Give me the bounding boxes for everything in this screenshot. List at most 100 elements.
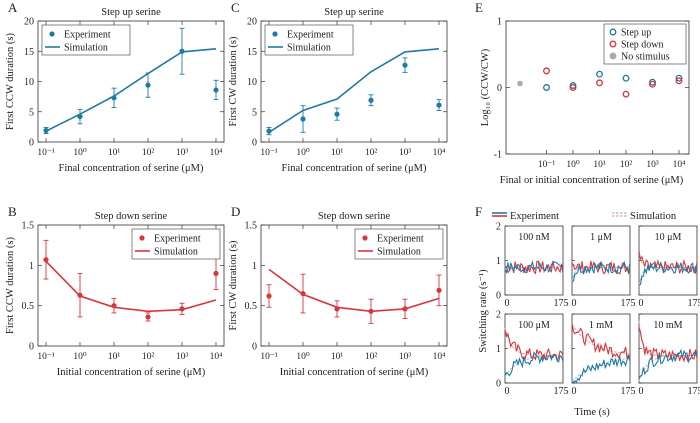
step-down-point bbox=[569, 84, 577, 91]
x-tick-label: 10⁰ bbox=[296, 148, 310, 158]
legend-label: Step up bbox=[621, 28, 651, 39]
y-tick-label: 0 bbox=[496, 379, 501, 390]
y-tick-label: 10 bbox=[247, 77, 257, 88]
legend-marker bbox=[609, 52, 617, 60]
x-tick-label: 10² bbox=[365, 352, 378, 362]
switching-subplot: 100 μM 0 1 2 0 175 bbox=[496, 310, 569, 398]
legend-marker-experiment bbox=[362, 235, 368, 241]
y-tick-label: 1.5 bbox=[245, 221, 258, 232]
subplot-label: 1 μM bbox=[590, 232, 612, 243]
legend-box bbox=[264, 24, 354, 56]
y-tick-label: 20 bbox=[247, 17, 257, 28]
y-tick-label: 1 bbox=[496, 256, 501, 267]
experiment-point bbox=[266, 128, 272, 134]
experiment-line-blue bbox=[638, 348, 698, 379]
x-tick-label: 175 bbox=[621, 298, 636, 309]
y-tick-label: 15 bbox=[247, 47, 257, 58]
experiment-line-red bbox=[638, 326, 698, 364]
x-tick-label: 10³ bbox=[176, 148, 189, 158]
panel-letter: F bbox=[475, 204, 482, 219]
no-stimulus-point bbox=[517, 80, 523, 87]
x-tick-label: 10² bbox=[365, 148, 378, 158]
y-tick-label: 0 bbox=[252, 138, 257, 149]
switching-subplot: 1 μM 0 175 bbox=[572, 225, 636, 309]
x-tick-label: 10⁴ bbox=[433, 352, 447, 362]
x-tick-label: 0 bbox=[639, 386, 644, 397]
x-tick-label: 10⁻¹ bbox=[538, 160, 556, 170]
x-tick-label: 10¹ bbox=[593, 160, 606, 170]
experiment-point bbox=[179, 306, 185, 312]
y-tick-label: 0.5 bbox=[245, 301, 258, 312]
x-tick-label: 175 bbox=[554, 386, 569, 397]
experiment-line-blue bbox=[504, 351, 564, 377]
experiment-point bbox=[179, 48, 185, 54]
simulation-line bbox=[45, 48, 217, 132]
panel-B-axes bbox=[37, 224, 225, 347]
experiment-point bbox=[145, 314, 151, 320]
y-tick-label: 1 bbox=[496, 344, 501, 355]
legend-label-experiment: Experiment bbox=[64, 30, 111, 41]
experiment-point bbox=[334, 306, 340, 312]
x-tick-label: 0 bbox=[505, 386, 510, 397]
step-down-point bbox=[622, 90, 630, 98]
legend-label-experiment: Experiment bbox=[377, 234, 424, 245]
panel-B: B Step down serine 0 0.5 1 1.5 10⁻¹ 10⁰ 10¹ 10² 10… bbox=[5, 204, 225, 378]
x-tick-label: 10⁴ bbox=[673, 160, 687, 170]
x-tick-label: 10⁰ bbox=[73, 352, 87, 362]
legend-label-simulation: Simulation bbox=[630, 211, 677, 222]
legend-marker-experiment bbox=[139, 235, 145, 241]
panel-letter: E bbox=[475, 0, 483, 15]
panel-letter: A bbox=[8, 0, 18, 15]
x-tick-label: 10³ bbox=[646, 160, 659, 170]
switching-subplot: 1 mM 0 175 bbox=[571, 313, 636, 397]
legend-label-simulation: Simulation bbox=[64, 43, 108, 54]
y-tick-label: 1 bbox=[252, 261, 257, 272]
experiment-point bbox=[402, 306, 408, 312]
simulation-line bbox=[45, 260, 217, 313]
legend-box bbox=[603, 23, 687, 65]
legend-marker-experiment bbox=[49, 31, 55, 37]
y-tick-label: 1.5 bbox=[22, 221, 35, 232]
x-tick-label: 10⁴ bbox=[210, 148, 224, 158]
experiment-point bbox=[43, 257, 49, 263]
x-tick-label: 10⁻¹ bbox=[37, 148, 55, 158]
subplot-label: 10 μM bbox=[655, 232, 682, 243]
x-tick-label: 0 bbox=[505, 298, 510, 309]
simulation-line-blue bbox=[504, 355, 563, 377]
legend-label: No stimulus bbox=[621, 52, 670, 63]
experiment-point bbox=[334, 111, 340, 117]
step-down-point bbox=[543, 67, 550, 75]
x-tick-label: 0 bbox=[572, 298, 577, 309]
x-tick-label: 10⁰ bbox=[296, 352, 310, 362]
x-tick-label: 10⁰ bbox=[566, 160, 580, 170]
experiment-point bbox=[77, 113, 83, 120]
simulation-line bbox=[268, 48, 440, 133]
subplot-label: 100 nM bbox=[518, 232, 550, 243]
legend-box bbox=[41, 24, 131, 56]
y-tick-label: 0 bbox=[496, 291, 501, 302]
panel-A: A Step up serine 0 5 10 15 20 10⁻¹ 10⁰ 10¹ 10² 10³ 1… bbox=[5, 0, 225, 174]
experiment-point bbox=[266, 293, 272, 299]
panel-title: Step up serine bbox=[101, 7, 161, 18]
x-tick-label: 10⁻¹ bbox=[260, 352, 278, 362]
x-axis-label: Initial concentration of serine (μM) bbox=[57, 367, 206, 378]
simulation-line-blue bbox=[571, 357, 631, 382]
x-tick-label: 0 bbox=[639, 298, 644, 309]
legend-label-simulation: Simulation bbox=[287, 43, 331, 54]
y-tick-label: 0 bbox=[29, 138, 34, 149]
legend-label-experiment: Experiment bbox=[154, 234, 201, 245]
subplot-label: 100 μM bbox=[518, 320, 550, 331]
y-tick-label: 10 bbox=[24, 77, 34, 88]
y-axis-label: First CW duration (s) bbox=[228, 240, 239, 330]
y-tick-label: 2 bbox=[496, 310, 501, 321]
panel-E: E -1 0 1 10⁻¹ 10⁰ 10¹ 10² 10³ 10⁴ Final or initial… bbox=[475, 0, 690, 186]
panel-F: F Experiment Simulation Time (s) Switching r… bbox=[475, 204, 700, 418]
step-down-point bbox=[649, 80, 656, 88]
x-axis-label: Initial concentration of serine (μM) bbox=[280, 367, 429, 378]
x-tick-label: 10² bbox=[142, 352, 155, 362]
x-tick-label: 10⁻¹ bbox=[260, 148, 278, 158]
y-axis-label: First CW duration (s) bbox=[228, 36, 239, 126]
panel-C: C Step up serine 0 5 10 15 20 10⁻¹ 10⁰ 10¹ 10² 10³ 1… bbox=[228, 0, 448, 174]
